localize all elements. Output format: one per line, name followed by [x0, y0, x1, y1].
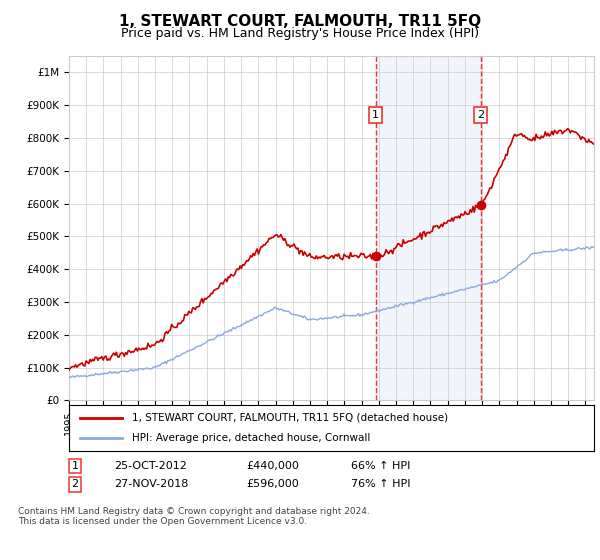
Bar	[376, 56, 481, 400]
Text: 1, STEWART COURT, FALMOUTH, TR11 5FQ (detached house): 1, STEWART COURT, FALMOUTH, TR11 5FQ (de…	[132, 413, 448, 423]
Text: 27-NOV-2018: 27-NOV-2018	[114, 479, 188, 489]
Text: 76% ↑ HPI: 76% ↑ HPI	[351, 479, 410, 489]
Text: 2: 2	[71, 479, 79, 489]
Text: 1, STEWART COURT, FALMOUTH, TR11 5FQ: 1, STEWART COURT, FALMOUTH, TR11 5FQ	[119, 14, 481, 29]
Text: 25-OCT-2012: 25-OCT-2012	[114, 461, 187, 471]
Text: HPI: Average price, detached house, Cornwall: HPI: Average price, detached house, Corn…	[132, 433, 370, 443]
Text: Contains HM Land Registry data © Crown copyright and database right 2024.
This d: Contains HM Land Registry data © Crown c…	[18, 507, 370, 526]
Text: 2: 2	[477, 110, 484, 120]
Text: £596,000: £596,000	[246, 479, 299, 489]
Text: 66% ↑ HPI: 66% ↑ HPI	[351, 461, 410, 471]
Text: Price paid vs. HM Land Registry's House Price Index (HPI): Price paid vs. HM Land Registry's House …	[121, 27, 479, 40]
Text: 1: 1	[372, 110, 379, 120]
Text: £440,000: £440,000	[246, 461, 299, 471]
Text: 1: 1	[71, 461, 79, 471]
